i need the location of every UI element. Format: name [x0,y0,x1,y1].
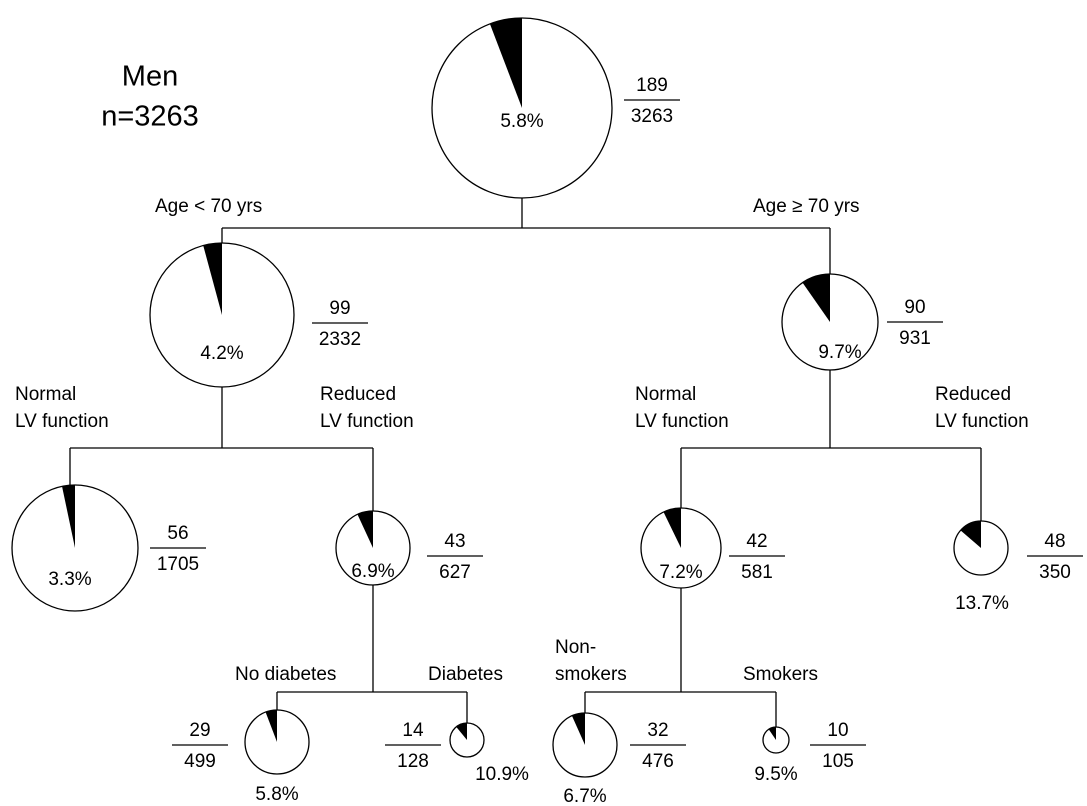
branch-label: Non- [555,637,596,658]
branch-label: LV function [15,411,109,432]
events: 32 [647,720,668,741]
title: Men [122,61,178,93]
percent-label: 5.8% [500,111,543,132]
total: 350 [1039,562,1071,583]
percent-label: 6.7% [563,786,606,806]
percent-label: 9.5% [754,764,797,785]
pie-slice [768,727,776,740]
total: 128 [397,751,429,772]
events: 10 [827,720,848,741]
branch-label: Normal [635,384,696,405]
percent-label: 13.7% [955,593,1009,614]
pie-slice [960,521,981,548]
percent-label: 6.9% [351,561,394,582]
branch-label: Diabetes [428,664,503,685]
pie-slice [203,243,222,315]
branch-label: LV function [320,411,414,432]
pie-slice [357,511,373,548]
total: 581 [741,562,773,583]
branch-label: Age ≥ 70 yrs [753,196,860,217]
total: 2332 [319,329,361,350]
percent-label: 4.2% [200,343,243,364]
pie-slice [802,274,830,322]
events: 56 [167,523,188,544]
percent-label: 7.2% [659,562,702,583]
percent-label: 5.8% [255,784,298,805]
branch-label: Age < 70 yrs [155,196,262,217]
events: 90 [904,297,925,318]
branch-label: Normal [15,384,76,405]
branch-label: LV function [635,411,729,432]
total: 476 [642,751,674,772]
branch-label: smokers [555,664,627,685]
branch-label: No diabetes [235,664,336,685]
connectors [69,198,982,727]
events: 99 [329,298,350,319]
pie-slice [663,508,681,548]
total: 3263 [631,106,673,127]
events: 14 [402,720,424,741]
total: 1705 [157,554,199,575]
events: 43 [444,531,465,552]
branch-label: Reduced [935,384,1011,405]
pie-slice [571,713,585,745]
branch-label: LV function [935,411,1029,432]
pie-slice [456,723,467,740]
branch-label: Smokers [743,664,818,685]
total: 627 [439,562,471,583]
percent-label: 9.7% [818,342,861,363]
events: 48 [1044,531,1065,552]
percent-label: 10.9% [475,764,529,785]
pie-slice [489,18,522,108]
events: 29 [189,720,210,741]
pie-slice [62,485,75,548]
pie-slice [265,710,277,742]
subtitle: n=3263 [101,101,199,133]
total: 499 [184,751,216,772]
events: 42 [746,531,767,552]
total: 105 [822,751,854,772]
branch-label: Reduced [320,384,396,405]
events: 189 [636,75,668,96]
percent-label: 3.3% [48,569,91,590]
total: 931 [899,328,931,349]
